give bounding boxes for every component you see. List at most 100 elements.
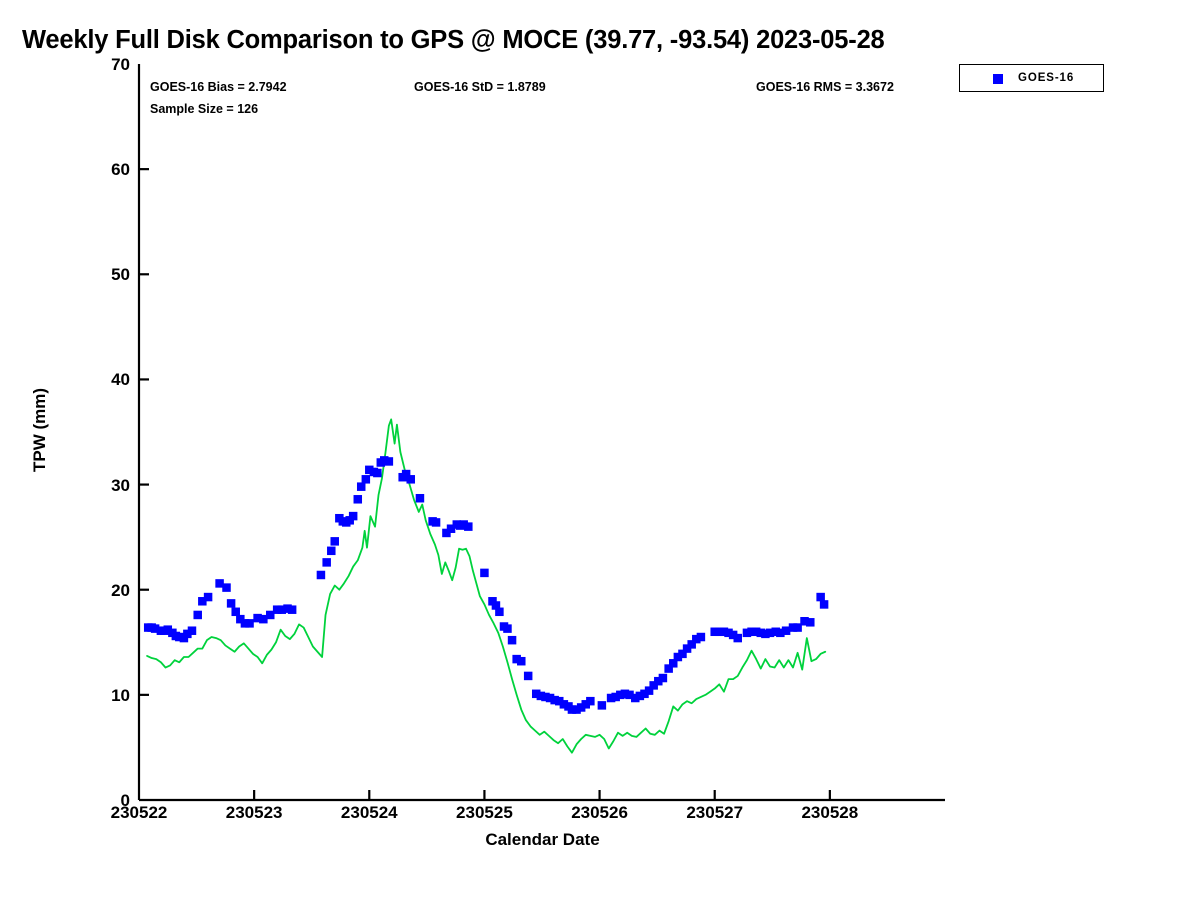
- goes16-data-point: [406, 475, 415, 484]
- stat-bias: GOES-16 Bias = 2.7942: [150, 80, 287, 94]
- goes16-data-point: [687, 640, 696, 649]
- goes16-data-point: [654, 676, 663, 686]
- goes16-data-point: [541, 692, 550, 702]
- goes16-data-point: [198, 597, 207, 606]
- y-tick-text: 30: [111, 475, 130, 495]
- goes16-data-point: [272, 605, 282, 614]
- goes16-data-point: [361, 475, 371, 484]
- goes16-data-point: [649, 681, 658, 690]
- goes16-data-point: [765, 628, 775, 638]
- goes16-data-point: [550, 695, 559, 705]
- goes16-data-point: [616, 690, 625, 700]
- goes16-data-point: [747, 627, 756, 637]
- goes16-data-point: [283, 604, 292, 613]
- goes16-data-point: [163, 625, 173, 634]
- x-axis-label: Calendar Date: [485, 830, 600, 849]
- goes16-data-point: [682, 644, 692, 653]
- goes16-data-point: [259, 614, 268, 624]
- goes16-data-point: [640, 689, 649, 699]
- goes16-data-point: [559, 700, 569, 709]
- goes16-data-point: [253, 613, 262, 623]
- y-tick-text: 20: [111, 580, 130, 600]
- goes16-data-point: [710, 627, 719, 637]
- goes16-data-point: [597, 701, 607, 710]
- legend[interactable]: GOES-16: [959, 64, 1104, 92]
- stat-rms: GOES-16 RMS = 3.3672: [756, 80, 894, 94]
- gps-line-path: [146, 418, 827, 754]
- goes16-data-point: [512, 654, 521, 664]
- goes16-data-point: [572, 705, 581, 714]
- goes16-data-point: [635, 691, 645, 701]
- goes16-data-point: [287, 605, 297, 614]
- goes16-data-point: [356, 482, 366, 491]
- goes16-data-point: [446, 524, 456, 533]
- goes16-data-point: [327, 546, 336, 556]
- goes16-data-point: [330, 537, 339, 546]
- goes16-data-point: [669, 659, 678, 668]
- stat-sample-size: Sample Size = 126: [150, 102, 259, 116]
- legend-swatch-goes16: [993, 74, 1003, 84]
- goes16-data-point: [800, 617, 809, 626]
- page-title: Weekly Full Disk Comparison to GPS @ MOC…: [22, 26, 885, 54]
- goes16-data-point: [266, 610, 275, 620]
- y-tick-text: 50: [111, 265, 130, 285]
- goes16-data-point: [673, 652, 683, 662]
- goes16-data-point: [373, 468, 382, 478]
- goes16-data-point: [517, 656, 526, 666]
- goes16-data-point: [658, 673, 668, 683]
- goes16-data-point: [751, 627, 761, 637]
- goes16-data-point: [322, 558, 331, 567]
- y-tick-text: 70: [111, 55, 130, 74]
- goes16-data-point: [226, 599, 236, 608]
- y-tick-text: 60: [111, 160, 130, 180]
- goes16-data-point: [545, 693, 555, 703]
- goes16-data-point: [781, 626, 791, 635]
- goes16-data-point: [277, 605, 287, 614]
- x-tick-label: 230523: [225, 803, 283, 822]
- goes16-data-point: [215, 579, 224, 588]
- goes16-data-point: [816, 592, 825, 602]
- goes16-data-point: [756, 628, 766, 638]
- y-axis-label: TPW (mm): [30, 387, 49, 473]
- x-tick-label: 230524: [340, 803, 398, 822]
- goes16-data-point: [728, 630, 738, 640]
- goes16-data-point: [620, 689, 630, 699]
- goes16-data-point: [240, 619, 250, 628]
- x-tick-label: 230525: [456, 803, 513, 822]
- goes16-data-point: [384, 457, 394, 466]
- goes16-data-point: [380, 456, 389, 465]
- stat-std: GOES-16 StD = 1.8789: [414, 80, 546, 94]
- goes16-data-point: [715, 627, 724, 637]
- goes16-data-point: [175, 632, 184, 642]
- goes16-data-point: [742, 628, 752, 638]
- goes16-data-point: [464, 522, 473, 531]
- goes16-data-point: [555, 696, 564, 706]
- goes16-data-point: [183, 629, 192, 639]
- goes16-data-point: [222, 583, 231, 592]
- goes16-data-point: [581, 700, 590, 709]
- goes16-data-point: [203, 592, 213, 602]
- goes16-data-point: [480, 568, 489, 578]
- goes16-data-point: [567, 705, 577, 714]
- goes16-data-point: [401, 469, 411, 479]
- goes16-data-point: [536, 691, 546, 701]
- series-gps-line: [146, 418, 827, 754]
- goes16-data-point: [793, 623, 802, 632]
- goes16-data-point: [348, 511, 358, 521]
- goes16-data-point: [353, 495, 363, 504]
- goes16-data-point: [724, 628, 733, 638]
- goes16-data-point: [245, 619, 254, 628]
- y-tick-text: 10: [111, 685, 130, 705]
- goes16-data-point: [365, 465, 374, 475]
- goes16-data-point: [231, 607, 240, 617]
- goes16-data-point: [692, 634, 701, 644]
- goes16-data-point: [531, 689, 541, 699]
- goes16-data-point: [193, 610, 202, 620]
- goes16-data-point: [415, 493, 425, 503]
- goes16-data-point: [664, 664, 673, 673]
- goes16-data-point: [150, 624, 160, 633]
- goes16-data-point: [606, 693, 616, 703]
- y-tick-text: 0: [120, 791, 130, 810]
- goes16-data-point: [788, 623, 798, 632]
